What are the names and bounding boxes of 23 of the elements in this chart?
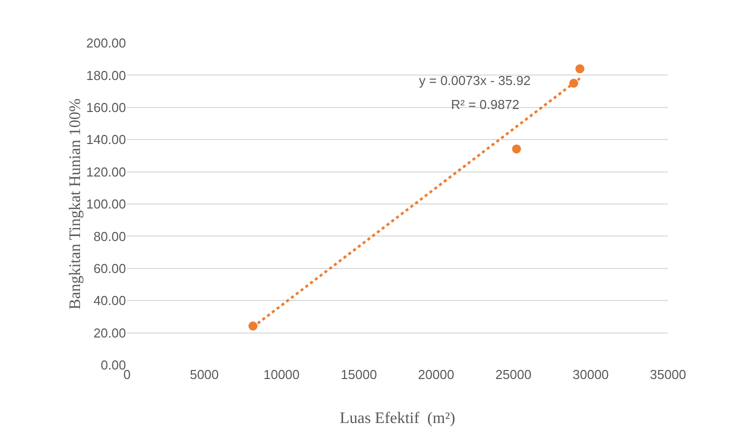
y-tick-label: 60.00 (93, 260, 126, 276)
y-tick-label: 160.00 (86, 100, 126, 115)
x-tick-label: 20000 (418, 367, 454, 382)
annotation: R² = 0.9872 (451, 97, 520, 112)
point (575, 64, 584, 74)
y-tick-label: 40.00 (93, 293, 126, 308)
x-tick-label: 35000 (650, 367, 686, 382)
y-tick-label: 120.00 (86, 164, 126, 180)
y-tick-label: 140.00 (86, 132, 126, 148)
x-axis-title: Luas Efektif (m²) (340, 410, 456, 427)
y-tick-label: 200.00 (86, 36, 126, 51)
x-tick-label: 25000 (495, 367, 532, 382)
y-tick-label: 100.00 (86, 196, 126, 212)
annotation: y = 0.0073x - 35.92 (419, 73, 531, 88)
x-tick-label: 30000 (572, 367, 609, 382)
y-tick-label: 180.00 (86, 68, 126, 83)
y-tick-label: 80.00 (93, 228, 126, 244)
y-tick-label: 20.00 (93, 325, 126, 340)
y-axis-title: Bangkitan Tingkat Hunian 100% (67, 98, 84, 310)
x-tick-label: 10000 (263, 367, 300, 382)
point (512, 144, 522, 154)
x-tick-label: 5000 (190, 367, 219, 382)
x-tick-label: 15000 (340, 367, 377, 382)
